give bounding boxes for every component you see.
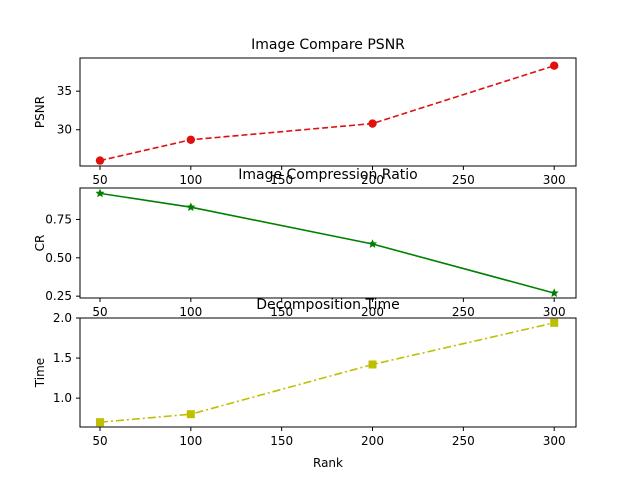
axes-frame: [79, 317, 577, 428]
data-point: [368, 360, 377, 369]
data-point: [367, 239, 378, 248]
y-tick-label: 0.75: [45, 212, 72, 226]
y-tick-label: 2.0: [53, 311, 72, 325]
x-tick-label: 150: [270, 305, 293, 319]
x-tick-label: 200: [361, 434, 384, 448]
chart-title: Decomposition Time: [256, 297, 399, 313]
data-point: [186, 135, 196, 144]
data-point: [549, 61, 559, 70]
chart-title: Image Compare PSNR: [251, 37, 405, 53]
y-tick-label: 0.25: [45, 289, 72, 303]
x-tick-label: 50: [92, 434, 107, 448]
data-point: [95, 418, 104, 427]
y-tick-label: 1.0: [53, 391, 72, 405]
x-axis-label: Rank: [313, 456, 343, 470]
data-point: [95, 188, 105, 198]
series-line: [99, 322, 555, 423]
x-tick-label: 250: [452, 434, 475, 448]
subplot-3: 50 100 150 200 250 300 1.0 1.5 2.0 Decomposition …: [33, 297, 577, 470]
x-tick-label: 100: [179, 305, 202, 319]
x-tick-label: 250: [452, 305, 475, 319]
y-tick-label: 1.5: [53, 351, 72, 365]
x-tick-label: 100: [179, 434, 202, 448]
x-tick-label: 150: [270, 434, 293, 448]
axes-frame: [79, 57, 577, 167]
y-axis-label: CR: [33, 235, 47, 252]
data-point: [368, 119, 377, 128]
y-tick-label: 35: [57, 84, 72, 98]
y-tick-label: 0.50: [45, 251, 72, 265]
x-tick-label: 200: [361, 173, 384, 187]
series-line: [99, 64, 555, 162]
y-axis-label: PSNR: [33, 96, 47, 128]
subplot-1: 50 100 150 200 250 300 30 35 Image Compare PSNR P…: [33, 37, 577, 187]
x-tick-label: 200: [361, 305, 384, 319]
x-tick-label: 50: [92, 173, 107, 187]
chart-title: Image Compression Ratio: [238, 167, 418, 183]
x-tick-label: 100: [179, 173, 202, 187]
data-point: [186, 202, 196, 212]
data-point: [550, 318, 559, 327]
series-line: [99, 192, 555, 294]
x-tick-label: 150: [270, 173, 293, 187]
data-point: [95, 156, 105, 165]
data-point: [549, 288, 559, 297]
x-tick-label: 250: [452, 173, 475, 187]
axes-frame: [79, 187, 577, 299]
x-tick-label: 300: [543, 434, 566, 448]
y-axis-label: Time: [33, 358, 47, 388]
x-tick-label: 300: [543, 173, 566, 187]
subplot-2: 50 100 150 200 250 300 0.25 0.50 0.75 Image Compr…: [33, 167, 577, 319]
x-tick-label: 50: [92, 305, 107, 319]
x-tick-label: 300: [543, 305, 566, 319]
y-tick-label: 30: [57, 123, 72, 137]
data-point: [186, 410, 195, 419]
